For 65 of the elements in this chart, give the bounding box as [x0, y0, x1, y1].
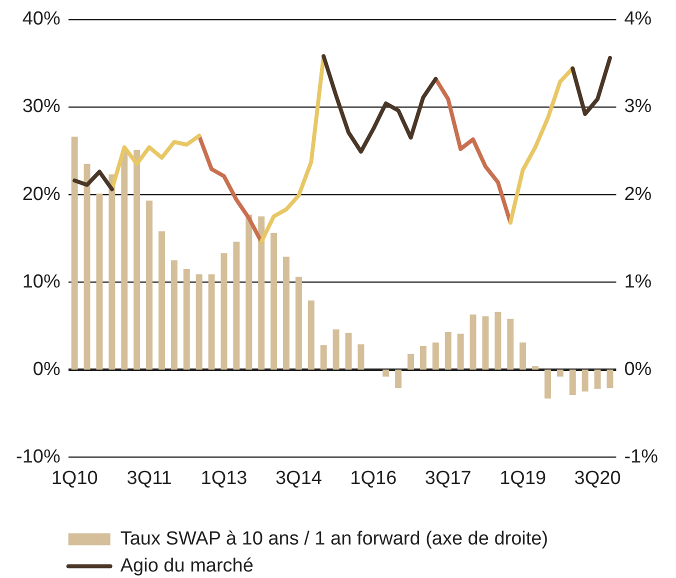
bar — [470, 314, 476, 370]
bar — [270, 233, 278, 370]
bar — [520, 342, 526, 370]
x-tick-label: 1Q16 — [350, 468, 397, 489]
bar — [146, 200, 153, 370]
bar — [544, 370, 551, 399]
bar — [482, 316, 489, 370]
bar — [606, 370, 614, 388]
bar — [84, 164, 90, 370]
bar — [556, 370, 564, 377]
bar — [532, 366, 539, 370]
bar — [594, 370, 601, 389]
x-tick-label: 3Q14 — [275, 468, 322, 489]
bar — [332, 329, 340, 370]
legend-label: Agio du marché — [120, 555, 254, 576]
bar — [233, 242, 240, 370]
legend-label: Taux SWAP à 10 ans / 1 an forward (axe de droite) — [120, 528, 548, 550]
bar — [420, 346, 426, 370]
bar — [444, 332, 452, 370]
bar — [196, 274, 202, 370]
y2-tick-label: 4% — [624, 8, 652, 30]
x-tick-label: 1Q13 — [200, 468, 248, 489]
bar — [345, 332, 352, 370]
bar — [457, 334, 464, 370]
bar — [258, 216, 265, 370]
bar — [246, 214, 252, 370]
bar — [308, 300, 314, 370]
bar — [432, 342, 439, 370]
bar — [569, 370, 576, 396]
bar — [582, 370, 588, 392]
bar — [134, 150, 140, 370]
x-tick-label: 1Q10 — [51, 468, 98, 489]
y2-tick-label: 2% — [624, 184, 652, 205]
bar — [507, 318, 514, 370]
bar — [494, 312, 502, 370]
x-tick-label: 3Q17 — [424, 468, 472, 489]
bar — [108, 174, 116, 370]
bar — [220, 253, 228, 370]
bar — [121, 150, 128, 370]
bar — [96, 194, 103, 370]
y2-tick-label: 0% — [624, 358, 652, 380]
y2-tick-label: -1% — [624, 446, 658, 468]
y-tick-label: 40% — [22, 8, 60, 30]
x-tick-label: 3Q20 — [574, 468, 621, 489]
bar — [382, 370, 390, 377]
x-tick-label: 1Q19 — [500, 468, 546, 489]
bar — [170, 260, 178, 370]
bar — [71, 136, 78, 370]
x-tick-label: 3Q11 — [126, 468, 172, 489]
y-tick-label: 20% — [22, 184, 60, 205]
y-tick-label: 0% — [32, 358, 60, 380]
bar — [320, 345, 327, 370]
y-tick-label: 30% — [22, 96, 60, 118]
bar — [395, 370, 402, 388]
bar — [158, 231, 165, 370]
y2-tick-label: 1% — [624, 271, 652, 292]
bar — [358, 344, 364, 370]
bar — [295, 276, 302, 370]
bar — [283, 256, 290, 370]
bar — [183, 268, 190, 370]
bar — [208, 274, 215, 370]
bar — [408, 354, 414, 370]
y-tick-label: -10% — [16, 446, 60, 468]
y-tick-label: 10% — [22, 271, 60, 292]
y2-tick-label: 3% — [624, 96, 652, 118]
